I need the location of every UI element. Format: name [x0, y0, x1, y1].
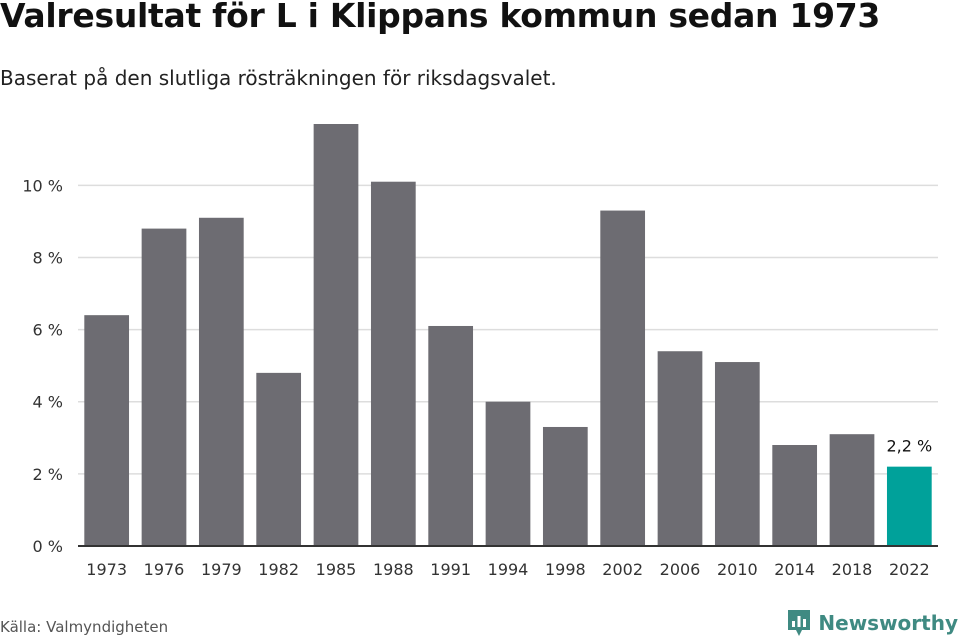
- bar: [886, 466, 932, 546]
- y-tick-label: 4 %: [33, 393, 63, 412]
- y-tick-label: 2 %: [33, 465, 63, 484]
- x-tick-label: 1994: [488, 560, 529, 579]
- chart-subtitle: Baserat på den slutliga rösträkningen fö…: [0, 66, 557, 90]
- bar: [428, 325, 474, 546]
- bar: [141, 228, 187, 546]
- x-tick-label: 1991: [430, 560, 471, 579]
- brand: Newsworthy: [786, 608, 958, 638]
- bar: [485, 401, 531, 546]
- newsworthy-logo-icon: [788, 610, 811, 636]
- x-tick-label: 1988: [373, 560, 414, 579]
- data-label: 2,2 %: [886, 437, 932, 456]
- source-note: Källa: Valmyndigheten: [0, 618, 169, 636]
- bar: [84, 315, 130, 546]
- y-tick-label: 6 %: [33, 321, 63, 340]
- bar: [657, 351, 703, 546]
- x-tick-label: 2018: [832, 560, 873, 579]
- y-tick-label: 8 %: [33, 248, 63, 267]
- bar: [256, 372, 302, 546]
- x-tick-label: 2022: [889, 560, 930, 579]
- brand-name: Newsworthy: [818, 611, 958, 635]
- x-tick-label: 2006: [660, 560, 701, 579]
- bar: [600, 210, 646, 547]
- chart-title: Valresultat för L i Klippans kommun seda…: [0, 0, 881, 35]
- x-tick-label: 1998: [545, 560, 586, 579]
- bar: [829, 434, 875, 546]
- y-tick-label: 0 %: [33, 537, 63, 556]
- x-tick-label: 1985: [316, 560, 357, 579]
- x-tick-label: 2010: [717, 560, 758, 579]
- bar: [714, 362, 760, 546]
- bar: [313, 124, 359, 546]
- y-tick-label: 10 %: [22, 176, 63, 195]
- bar-chart: 0 % 2 % 4 % 6 % 8 % 10 % 1973 1976 1979 1982 1985 1…: [22, 124, 938, 579]
- bar: [198, 217, 244, 546]
- x-tick-label: 2002: [602, 560, 643, 579]
- x-tick-label: 1982: [258, 560, 299, 579]
- bar: [370, 181, 416, 546]
- bar: [772, 445, 818, 546]
- x-tick-label: 1979: [201, 560, 242, 579]
- bar: [542, 426, 588, 546]
- x-tick-label: 1976: [144, 560, 185, 579]
- x-tick-label: 1973: [86, 560, 127, 579]
- x-tick-label: 2014: [774, 560, 815, 579]
